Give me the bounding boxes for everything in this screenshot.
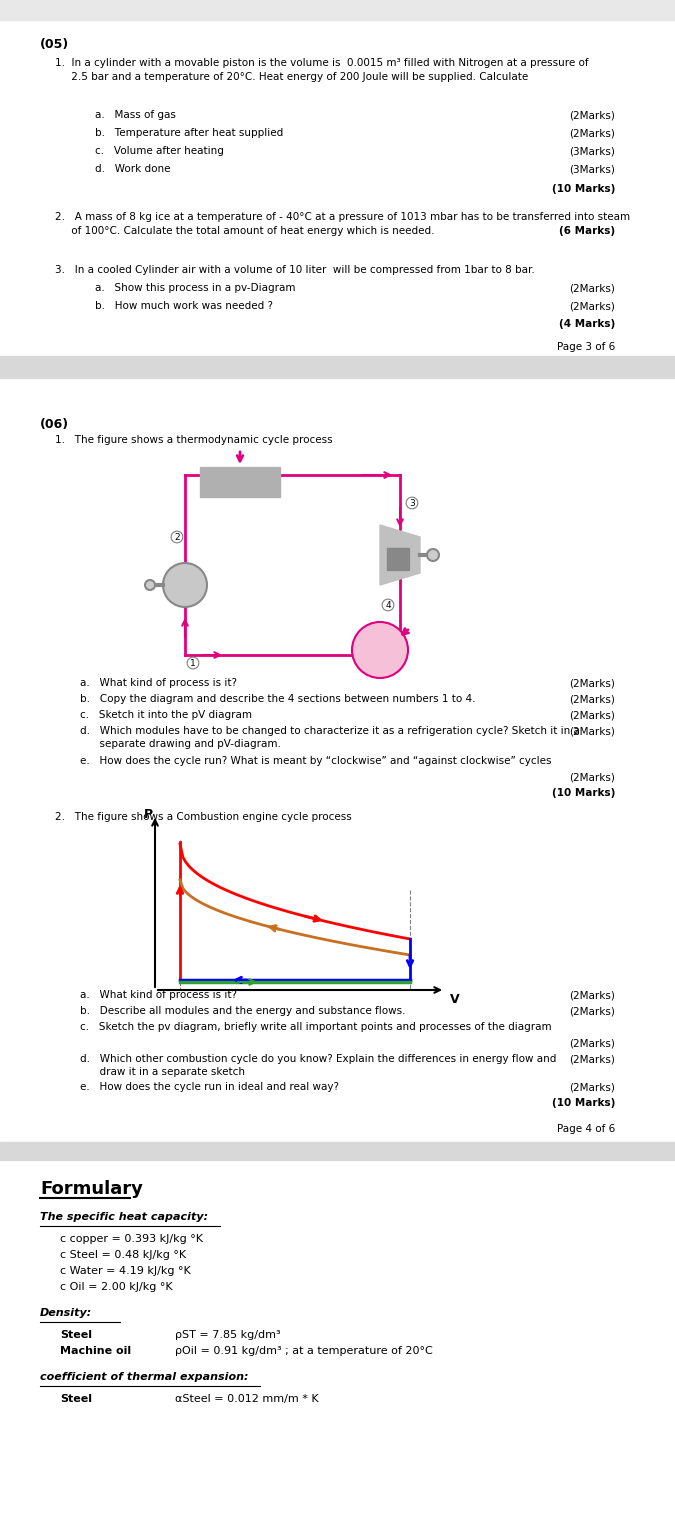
Text: (2Marks): (2Marks)	[569, 710, 615, 721]
Text: ρOil = 0.91 kg/dm³ ; at a temperature of 20°C: ρOil = 0.91 kg/dm³ ; at a temperature of…	[175, 1346, 433, 1356]
Text: (10 Marks): (10 Marks)	[551, 787, 615, 798]
Bar	[0, 0, 675, 20]
Text: e.   How does the cycle run in ideal and real way?: e. How does the cycle run in ideal and r…	[80, 1082, 339, 1092]
Text: c.   Volume after heating: c. Volume after heating	[95, 146, 224, 156]
Text: (2Marks): (2Marks)	[569, 678, 615, 689]
Text: P: P	[143, 809, 153, 821]
Text: Density:: Density:	[40, 1308, 92, 1318]
Text: d.   Which other combustion cycle do you know? Explain the differences in energy: d. Which other combustion cycle do you k…	[80, 1054, 556, 1077]
Text: a.   Mass of gas: a. Mass of gas	[95, 111, 176, 120]
Text: 1.   The figure shows a thermodynamic cycle process: 1. The figure shows a thermodynamic cycl…	[55, 435, 333, 444]
Bar	[0, 356, 675, 378]
Text: e.   How does the cycle run? What is meant by “clockwise” and “against clockwise: e. How does the cycle run? What is meant…	[80, 755, 551, 766]
Text: (6 Marks): (6 Marks)	[559, 226, 615, 237]
Text: (2Marks): (2Marks)	[569, 693, 615, 704]
Text: coefficient of thermal expansion:: coefficient of thermal expansion:	[40, 1371, 248, 1382]
Text: a.   What kind of process is it?: a. What kind of process is it?	[80, 991, 237, 1000]
Text: Page 4 of 6: Page 4 of 6	[557, 1124, 615, 1135]
Text: c copper = 0.393 kJ/kg °K: c copper = 0.393 kJ/kg °K	[60, 1233, 203, 1244]
Circle shape	[427, 549, 439, 561]
Text: b.   Temperature after heat supplied: b. Temperature after heat supplied	[95, 127, 284, 138]
Text: (2Marks): (2Marks)	[569, 991, 615, 1000]
Text: c.   Sketch it into the pV diagram: c. Sketch it into the pV diagram	[80, 710, 252, 721]
Text: d.   Which modules have to be changed to characterize it as a refrigeration cycl: d. Which modules have to be changed to c…	[80, 727, 580, 749]
Text: Machine oil: Machine oil	[60, 1346, 131, 1356]
Circle shape	[352, 622, 408, 678]
Text: The specific heat capacity:: The specific heat capacity:	[40, 1212, 208, 1223]
Bar	[387, 548, 409, 570]
Text: (4 Marks): (4 Marks)	[559, 319, 615, 329]
Circle shape	[163, 563, 207, 607]
Text: 2: 2	[174, 532, 180, 542]
Text: a.   Show this process in a pv-Diagram: a. Show this process in a pv-Diagram	[95, 284, 296, 293]
Text: (10 Marks): (10 Marks)	[551, 1098, 615, 1107]
Text: (06): (06)	[40, 419, 69, 431]
Text: 3.   In a cooled Cylinder air with a volume of 10 liter  will be compressed from: 3. In a cooled Cylinder air with a volum…	[55, 265, 535, 275]
Text: Formulary: Formulary	[40, 1180, 143, 1198]
Text: 2.   A mass of 8 kg ice at a temperature of - 40°C at a pressure of 1013 mbar ha: 2. A mass of 8 kg ice at a temperature o…	[55, 212, 630, 237]
Text: c Steel = 0.48 kJ/kg °K: c Steel = 0.48 kJ/kg °K	[60, 1250, 186, 1261]
Text: c Oil = 2.00 kJ/kg °K: c Oil = 2.00 kJ/kg °K	[60, 1282, 173, 1292]
Text: 4: 4	[385, 601, 391, 610]
Text: (2Marks): (2Marks)	[569, 772, 615, 781]
Text: (2Marks): (2Marks)	[569, 1038, 615, 1048]
Polygon shape	[380, 525, 420, 586]
Text: d.   Work done: d. Work done	[95, 164, 171, 174]
Text: c.   Sketch the pv diagram, briefly write all important points and processes of : c. Sketch the pv diagram, briefly write …	[80, 1022, 551, 1032]
Text: b.   Copy the diagram and describe the 4 sections between numbers 1 to 4.: b. Copy the diagram and describe the 4 s…	[80, 693, 475, 704]
Text: Page 3 of 6: Page 3 of 6	[557, 341, 615, 352]
Text: 3: 3	[409, 499, 415, 508]
Bar	[0, 1142, 675, 1161]
Text: (2Marks): (2Marks)	[569, 127, 615, 138]
Text: (10 Marks): (10 Marks)	[551, 184, 615, 194]
Text: (2Marks): (2Marks)	[569, 111, 615, 120]
Text: (3Marks): (3Marks)	[569, 146, 615, 156]
Text: 1.  In a cylinder with a movable piston is the volume is  0.0015 m³ filled with : 1. In a cylinder with a movable piston i…	[55, 58, 589, 82]
Text: 2.   The figure shows a Combustion engine cycle process: 2. The figure shows a Combustion engine …	[55, 812, 352, 822]
Text: (2Marks): (2Marks)	[569, 727, 615, 736]
Text: Steel: Steel	[60, 1394, 92, 1405]
Text: b.   How much work was needed ?: b. How much work was needed ?	[95, 300, 273, 311]
Text: (2Marks): (2Marks)	[569, 1054, 615, 1063]
Text: (05): (05)	[40, 38, 70, 52]
Text: V: V	[450, 994, 460, 1006]
Text: a.   What kind of process is it?: a. What kind of process is it?	[80, 678, 237, 689]
Bar	[200, 467, 280, 498]
Text: c Water = 4.19 kJ/kg °K: c Water = 4.19 kJ/kg °K	[60, 1267, 191, 1276]
Text: αSteel = 0.012 mm/m * K: αSteel = 0.012 mm/m * K	[175, 1394, 319, 1405]
Text: ρST = 7.85 kg/dm³: ρST = 7.85 kg/dm³	[175, 1330, 281, 1340]
Circle shape	[145, 579, 155, 590]
Text: (2Marks): (2Marks)	[569, 300, 615, 311]
Text: Steel: Steel	[60, 1330, 92, 1340]
Text: (2Marks): (2Marks)	[569, 1006, 615, 1016]
Text: b.   Describe all modules and the energy and substance flows.: b. Describe all modules and the energy a…	[80, 1006, 406, 1016]
Text: (2Marks): (2Marks)	[569, 1082, 615, 1092]
Text: (3Marks): (3Marks)	[569, 164, 615, 174]
Text: 1: 1	[190, 658, 196, 667]
Text: (2Marks): (2Marks)	[569, 284, 615, 293]
